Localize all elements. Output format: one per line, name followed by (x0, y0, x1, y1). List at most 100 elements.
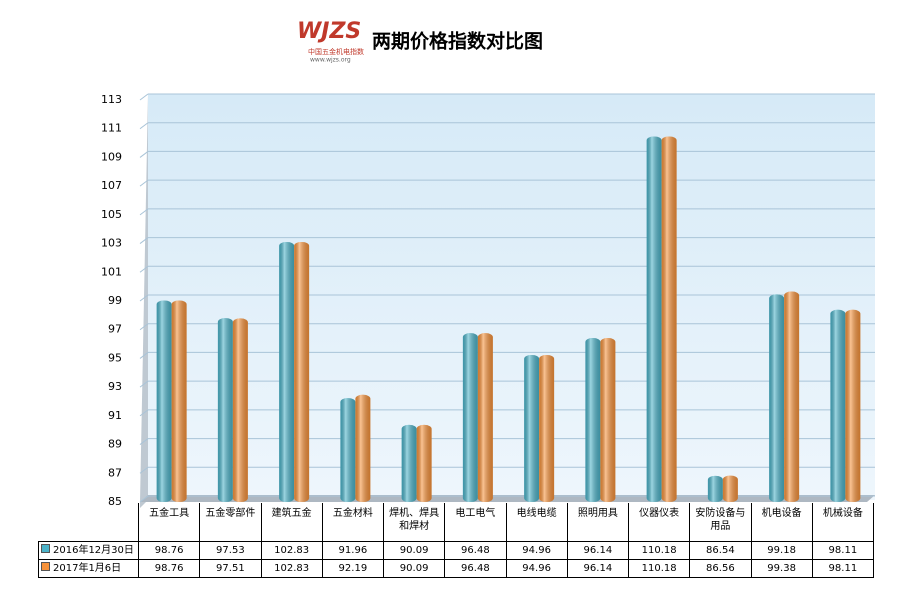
value-cell: 99.38 (750, 559, 813, 578)
bar-shine (401, 424, 417, 502)
logo-name: 中国五金机电指数 (308, 47, 364, 56)
bar-shine (769, 294, 785, 502)
value-cell: 97.53 (199, 541, 262, 560)
bar-shine (340, 398, 356, 502)
bar-shine (355, 394, 371, 502)
floor (140, 495, 875, 502)
grid-line-side (139, 265, 149, 273)
bar-shine (722, 475, 738, 502)
grid-line-side (139, 208, 149, 216)
bar-shine (707, 475, 723, 502)
value-cell: 90.09 (382, 559, 446, 578)
value-cell: 110.18 (627, 559, 691, 578)
legend-label: 2016年12月30日 (53, 545, 134, 556)
bar-shine (156, 300, 172, 502)
x-tick-label: 五金零部件 (199, 503, 262, 542)
value-cell: 94.96 (505, 541, 568, 560)
y-tick-label: 107 (101, 179, 122, 192)
x-tick-label: 机械设备 (811, 503, 875, 542)
series-row: 2017年1月6日 98.76 97.51 102.83 92.19 90.09 96.48… (38, 559, 875, 578)
y-tick-label: 111 (101, 122, 122, 135)
bar-shine (539, 355, 555, 502)
x-tick-label: 照明用具 (566, 503, 630, 542)
y-tick-label: 101 (101, 265, 122, 278)
value-cell: 102.83 (260, 559, 323, 578)
bar-shine (217, 318, 233, 502)
y-tick-label: 99 (108, 294, 122, 307)
bar-shine (845, 309, 861, 502)
y-tick-label: 87 (108, 466, 122, 479)
x-tick-label: 焊机、焊具和焊材 (382, 503, 446, 542)
y-tick-label: 105 (101, 208, 122, 221)
x-tick-label: 建筑五金 (260, 503, 323, 542)
bar-shine (585, 338, 601, 502)
value-cell: 102.83 (260, 541, 323, 560)
y-tick-label: 97 (108, 323, 122, 336)
grid-line-side (139, 237, 149, 244)
value-cell: 96.48 (444, 541, 507, 560)
legend-swatch (41, 544, 50, 553)
logo: WJZS 中国五金机电指数 www.wjzs.org (297, 19, 364, 64)
x-tick-label: 仪器仪表 (627, 503, 691, 542)
bar-shine (661, 136, 677, 503)
x-tick-label: 安防设备与用品 (689, 503, 752, 542)
grid-line-side (139, 352, 149, 359)
y-tick-label: 91 (108, 409, 122, 422)
y-tick-label: 85 (108, 495, 122, 508)
bar-shine (294, 242, 310, 502)
bar-shine (232, 318, 248, 502)
value-cell: 90.09 (382, 541, 446, 560)
grid-line-side (139, 495, 149, 503)
value-cell: 98.76 (137, 541, 201, 560)
logo-url: www.wjzs.org (310, 57, 351, 64)
bar-shine (784, 291, 800, 502)
bar-shine (462, 333, 478, 502)
grid-line-side (139, 93, 149, 101)
grid-line-side (139, 179, 149, 187)
grid-line-side (139, 466, 149, 474)
grid-line-side (139, 122, 149, 130)
series-row: 2016年12月30日 98.76 97.53 102.83 91.96 90.09 96.… (38, 541, 875, 560)
chart-title: 两期价格指数对比图 (372, 30, 543, 53)
y-tick-label: 93 (108, 380, 122, 393)
value-cell: 110.18 (627, 541, 691, 560)
bar-shine (477, 333, 493, 502)
value-cell: 94.96 (505, 559, 568, 578)
value-cell: 98.11 (811, 559, 875, 578)
y-tick-label: 89 (108, 438, 122, 451)
grid-line-side (139, 323, 149, 331)
blank (39, 503, 139, 542)
bar-shine (524, 355, 540, 502)
value-cell: 96.48 (444, 559, 507, 578)
legend-label: 2017年1月6日 (53, 563, 122, 574)
x-tick-label: 电工电气 (444, 503, 507, 542)
y-tick-label: 103 (101, 237, 122, 250)
value-cell: 97.51 (199, 559, 262, 578)
bar-shine (830, 309, 846, 502)
y-tick-label: 113 (101, 93, 122, 106)
x-tick-label: 五金工具 (137, 503, 201, 542)
legend-item: 2017年1月6日 (38, 559, 139, 578)
legend-item: 2016年12月30日 (38, 541, 139, 560)
category-row: 五金工具 五金零部件 建筑五金 五金材料 焊机、焊具和焊材 电工电气 电线电缆 照明用具 仪器仪… (39, 503, 875, 542)
value-cell: 99.18 (750, 541, 813, 560)
y-tick-label: 95 (108, 351, 122, 364)
value-cell: 96.14 (566, 559, 630, 578)
x-tick-label: 机电设备 (750, 503, 813, 542)
back-wall (148, 94, 875, 500)
logo-mark: WJZS (297, 19, 361, 44)
value-cell: 96.14 (566, 541, 630, 560)
x-tick-label: 电线电缆 (505, 503, 568, 542)
grid-line-side (139, 409, 149, 417)
bar-shine (279, 242, 295, 502)
y-tick-label: 109 (101, 150, 122, 163)
bar-shine (171, 300, 187, 502)
grid-line-side (139, 380, 149, 388)
bar-shine (600, 338, 616, 502)
value-cell: 86.54 (689, 541, 752, 560)
grid-line-side (139, 151, 149, 158)
value-cell: 86.56 (689, 559, 752, 578)
value-cell: 91.96 (321, 541, 385, 560)
